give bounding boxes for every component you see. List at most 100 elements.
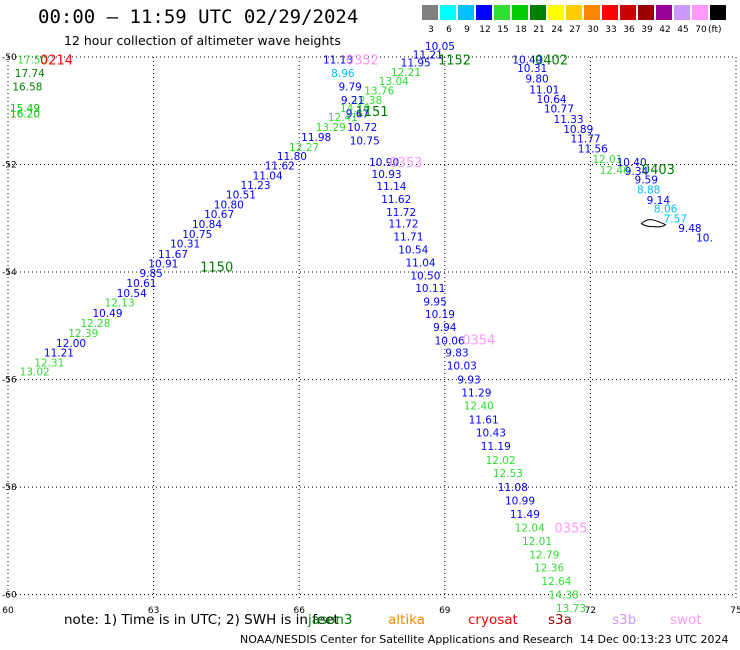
pass-time-label: 1151	[355, 105, 388, 120]
mission-altika: altika	[388, 612, 425, 628]
swh-value: 16.58	[12, 82, 42, 94]
swh-value: 9.48	[678, 223, 701, 235]
swh-value: 10.	[696, 233, 713, 245]
colorbar-label: 39	[641, 25, 653, 35]
swh-value: 12.64	[541, 576, 571, 588]
swh-value: 11.19	[481, 441, 511, 453]
swh-value: 11.72	[386, 207, 416, 219]
colorbar-label: 24	[551, 25, 563, 35]
swh-value: 11.62	[381, 194, 411, 206]
swh-value: 11.80	[277, 151, 307, 163]
footer-credit: NOAA/NESDIS Center for Satellite Applica…	[240, 633, 574, 646]
colorbar-label: 9	[464, 25, 470, 35]
swh-value: 11.23	[240, 180, 270, 192]
note-text: note: 1) Time is in UTC; 2) SWH is in fe…	[64, 612, 339, 628]
swh-value: 8.06	[654, 204, 678, 216]
mission-s3a: s3a	[548, 612, 572, 628]
colorbar-label: 15	[497, 25, 509, 35]
pass-time-label: 0352	[346, 54, 379, 69]
swh-value: 14.10	[340, 103, 370, 115]
swh-value: 12.31	[34, 357, 64, 369]
swh-value: 10.19	[425, 309, 455, 321]
swh-value: 11.21	[413, 49, 443, 61]
swh-value: 10.54	[398, 244, 428, 256]
swh-value: 10.31	[517, 63, 547, 75]
swh-value: 11.14	[376, 181, 406, 193]
pass-time-label: 0353	[389, 156, 422, 171]
swh-value: 10.61	[126, 278, 156, 290]
pass-time-label: 0403	[642, 163, 675, 178]
swh-value: 10.49	[92, 308, 122, 320]
swh-value: 10.54	[117, 288, 147, 300]
x-tick-label: 72	[585, 606, 596, 616]
swh-value: 13.29	[316, 122, 346, 134]
swh-value: 11.71	[393, 232, 423, 244]
colorbar-swatch	[620, 5, 636, 20]
colorbar-label: 36	[623, 25, 635, 35]
colorbar-swatch	[548, 5, 564, 20]
swh-value: 12.28	[80, 318, 110, 330]
swh-value: 12.01	[592, 154, 622, 166]
swh-value: 11.95	[401, 57, 431, 69]
swh-value: 10.89	[563, 124, 593, 136]
swh-value: 10.40	[617, 157, 647, 169]
swh-value: 12.02	[486, 455, 516, 467]
swh-value: 11.13	[323, 55, 353, 67]
colorbar-swatch	[692, 5, 708, 20]
swh-value: 12.13	[105, 298, 135, 310]
colorbar-swatch	[476, 5, 492, 20]
chart-title: 00:00 – 11:59 UTC 02/29/2024	[38, 6, 359, 28]
colorbar-swatch	[656, 5, 672, 20]
island-outline	[640, 219, 667, 228]
swh-value: 9.95	[423, 297, 446, 309]
y-tick-label: -60	[2, 591, 17, 601]
pass-time-label: 0354	[462, 333, 495, 348]
swh-value: 8.96	[331, 68, 355, 80]
swh-value: 11.77	[571, 134, 601, 146]
swh-value: 11.29	[461, 387, 491, 399]
pass-time-label: 1150	[200, 261, 233, 276]
swh-value: 12.36	[534, 563, 564, 575]
swh-value: 10.67	[204, 209, 234, 221]
swh-value: 10.03	[447, 361, 477, 373]
swh-value: 14.38	[549, 590, 579, 602]
swh-value: 10.80	[214, 199, 244, 211]
colorbar-label: 45	[677, 25, 689, 35]
swh-value: 11.61	[469, 414, 499, 426]
swh-value: 9.21	[341, 95, 364, 107]
swh-value: 10.06	[435, 335, 465, 347]
mission-swot: swot	[670, 612, 702, 628]
chart-subtitle: 12 hour collection of altimeter wave hei…	[64, 33, 341, 48]
swh-value: 9.83	[445, 348, 468, 360]
swh-value: 12.79	[529, 549, 559, 561]
swh-value: 11.49	[510, 509, 540, 521]
y-tick-label: -52	[2, 161, 17, 171]
y-tick-label: -54	[2, 268, 17, 278]
swh-value: 11.01	[529, 84, 559, 96]
swh-value: 10.75	[350, 135, 380, 147]
swh-value: 10.51	[226, 190, 256, 202]
colorbar-unit: (ft)	[708, 25, 722, 35]
pass-time-label: 0402	[535, 54, 568, 69]
swh-value: 12.00	[56, 338, 86, 350]
colorbar-label: 6	[446, 25, 452, 35]
colorbar-label: 42	[659, 25, 671, 35]
swh-value: 10.91	[148, 258, 178, 270]
swh-value: 12.21	[391, 67, 421, 79]
colorbar-label: 21	[533, 25, 545, 35]
footer-timestamp: 14 Dec 00:13:23 UTC 2024	[580, 633, 729, 646]
swh-value: 17.74	[15, 68, 45, 80]
swh-value: 11.72	[389, 219, 419, 231]
swh-value: 12.27	[289, 142, 319, 154]
colorbar-label: 70	[695, 25, 707, 35]
colorbar-swatch	[566, 5, 582, 20]
swh-value: 13.76	[364, 85, 394, 97]
pass-time-label: 0355	[554, 521, 587, 536]
swh-value: 13.02	[20, 367, 50, 379]
swh-value: 9.67	[346, 108, 369, 120]
colorbar-label: 27	[569, 25, 581, 35]
swh-value: 11.56	[578, 143, 608, 155]
mission-cryosat: cryosat	[468, 612, 518, 628]
y-tick-label: -50	[2, 53, 17, 63]
colorbar-label: 3	[428, 25, 434, 35]
